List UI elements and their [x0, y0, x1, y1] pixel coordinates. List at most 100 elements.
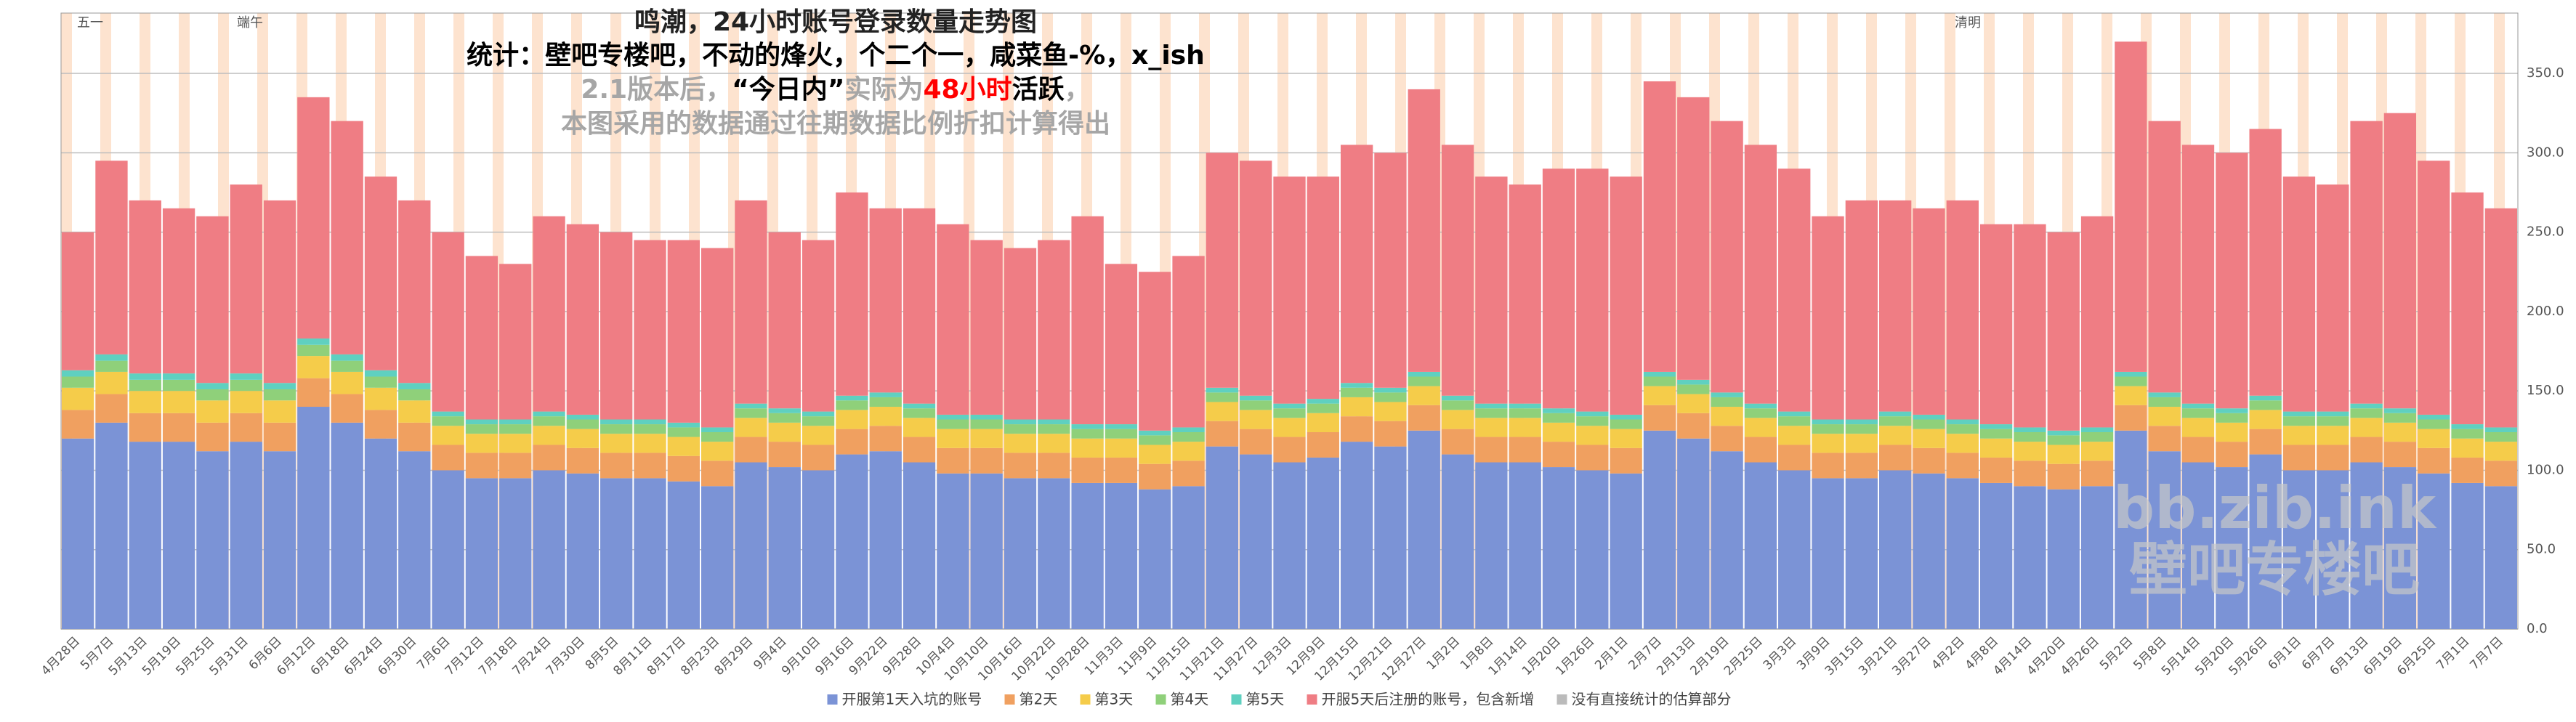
- bar-segment: [1206, 153, 1239, 388]
- note-part: 2.1版本后，: [581, 75, 732, 105]
- y-tick-label: 150.0: [2527, 383, 2564, 398]
- bar-segment: [1105, 438, 1138, 458]
- bar-segment: [297, 378, 330, 407]
- bar-segment: [1979, 224, 2013, 425]
- bar-segment: [162, 442, 195, 629]
- chart-note: 本图采用的数据通过往期数据比例折扣计算得出: [561, 109, 1110, 139]
- bar-segment: [1744, 437, 1777, 463]
- bar-segment: [2216, 442, 2248, 468]
- bar-segment: [1879, 416, 1912, 426]
- bar-segment: [600, 434, 633, 453]
- bar-segment: [1374, 392, 1407, 402]
- bar-segment: [1778, 416, 1811, 426]
- bar-segment: [836, 454, 868, 629]
- bar-segment: [1071, 429, 1104, 439]
- bar-segment: [937, 473, 969, 629]
- bar-segment: [869, 208, 902, 393]
- bar-segment: [1576, 426, 1609, 445]
- bar-segment: [600, 453, 633, 479]
- bar-segment: [1879, 411, 1912, 417]
- legend-swatch: [1307, 694, 1317, 705]
- bar-segment: [263, 451, 296, 629]
- bar-segment: [2350, 437, 2383, 463]
- bar-segment: [364, 387, 397, 410]
- bar-segment: [1677, 438, 1710, 629]
- bar-segment: [129, 373, 161, 380]
- bar-segment: [836, 429, 868, 455]
- bar-segment: [634, 240, 666, 420]
- bar-segment: [2014, 442, 2046, 461]
- bar-segment: [465, 453, 498, 479]
- bar-segment: [1979, 457, 2013, 483]
- bar-segment: [1071, 424, 1104, 429]
- bar-segment: [129, 442, 161, 629]
- bar-segment: [970, 473, 1003, 629]
- bar-segment: [1643, 376, 1676, 386]
- bar-segment: [700, 461, 734, 487]
- bar-segment: [667, 240, 700, 423]
- legend-swatch: [1231, 694, 1242, 705]
- bar-segment: [1206, 402, 1239, 421]
- bar-segment: [364, 376, 397, 388]
- bar-segment: [2249, 429, 2282, 455]
- bar-segment: [196, 451, 229, 629]
- bar-segment: [2080, 461, 2114, 487]
- bar-segment: [2484, 442, 2517, 461]
- bar-segment: [364, 410, 397, 439]
- bar-segment: [2451, 192, 2484, 425]
- bar-segment: [129, 413, 161, 442]
- bar-segment: [1307, 413, 1339, 432]
- bar-segment: [1913, 447, 1945, 474]
- bar-segment: [1273, 418, 1306, 437]
- bar-segment: [297, 338, 330, 345]
- bar-segment: [2148, 407, 2181, 426]
- bar-segment: [1509, 462, 1541, 629]
- bar-segment: [2317, 426, 2349, 445]
- bar-segment: [1408, 89, 1440, 372]
- bar-segment: [1677, 413, 1710, 439]
- bar-segment: [2317, 416, 2349, 426]
- chart-note: 2.1版本后，“今日内”实际为48小时活跃，: [581, 75, 1090, 105]
- bar-segment: [2383, 113, 2417, 409]
- bar-segment: [2451, 482, 2484, 629]
- bar-segment: [1845, 200, 1878, 420]
- bar-segment: [1004, 248, 1037, 420]
- bar-segment: [1643, 386, 1676, 405]
- bar-segment: [1610, 429, 1642, 448]
- bar-segment: [1340, 416, 1373, 442]
- bar-segment: [1038, 240, 1070, 420]
- bar-segment: [398, 389, 431, 401]
- bar-segment: [1879, 426, 1912, 445]
- bar-segment: [1879, 445, 1912, 471]
- bar-segment: [2451, 438, 2484, 458]
- bar-segment: [2080, 442, 2114, 461]
- chart-subtitle: 统计：壁吧专楼吧，不动的烽火，个二个一，咸菜鱼-%，x_ish: [467, 41, 1205, 70]
- bar-segment: [1441, 400, 1474, 410]
- bar-segment: [903, 403, 936, 409]
- bar-segment: [1071, 482, 1104, 629]
- bar-segment: [869, 451, 902, 629]
- bar-segment: [2350, 418, 2383, 437]
- bar-segment: [95, 394, 128, 423]
- bar-segment: [1273, 408, 1306, 418]
- bar-segment: [1139, 430, 1171, 436]
- bar-segment: [95, 354, 128, 361]
- bar-segment: [1677, 97, 1710, 380]
- bar-segment: [1913, 429, 1945, 448]
- bar-segment: [62, 410, 94, 439]
- bar-segment: [1643, 371, 1676, 377]
- bar-segment: [129, 200, 161, 374]
- bar-segment: [1206, 446, 1239, 629]
- bar-segment: [162, 379, 195, 392]
- bar-segment: [1340, 442, 1373, 629]
- bar-segment: [129, 391, 161, 413]
- bar-segment: [2317, 445, 2349, 471]
- bar-segment: [398, 383, 431, 389]
- bar-segment: [62, 387, 94, 410]
- bar-segment: [1576, 445, 1609, 471]
- bar-segment: [970, 429, 1003, 448]
- bar-segment: [2282, 470, 2316, 629]
- y-tick-label: 100.0: [2527, 462, 2564, 477]
- bar-segment: [398, 451, 431, 629]
